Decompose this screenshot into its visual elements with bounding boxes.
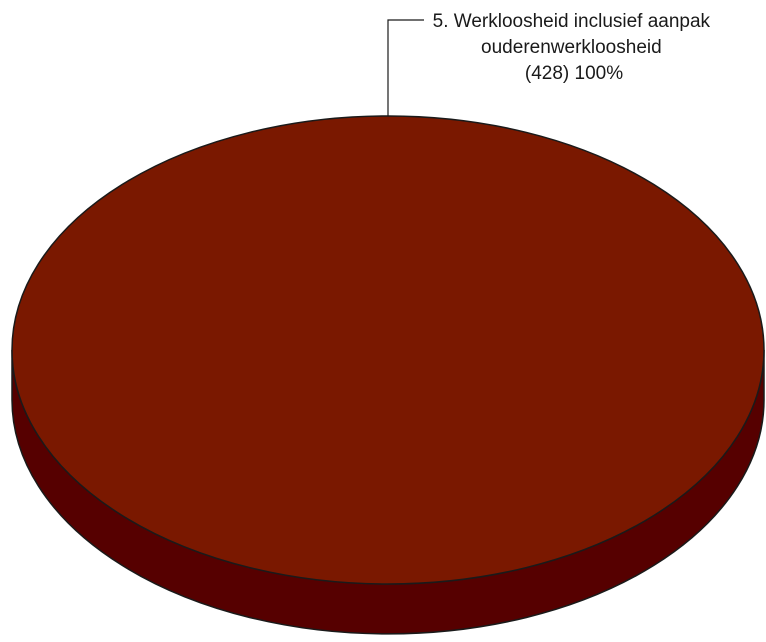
slice-label-line-2: ouderenwerkloosheid (481, 37, 662, 58)
slice-label: 5. Werkloosheid inclusief aanpak ouderen… (433, 11, 716, 84)
slice-label-line-3: (428) 100% (525, 63, 623, 84)
slice-label-line-1: 5. Werkloosheid inclusief aanpak (433, 11, 711, 32)
pie-slice-top (11, 115, 765, 585)
slice-leader-line (387, 19, 424, 116)
